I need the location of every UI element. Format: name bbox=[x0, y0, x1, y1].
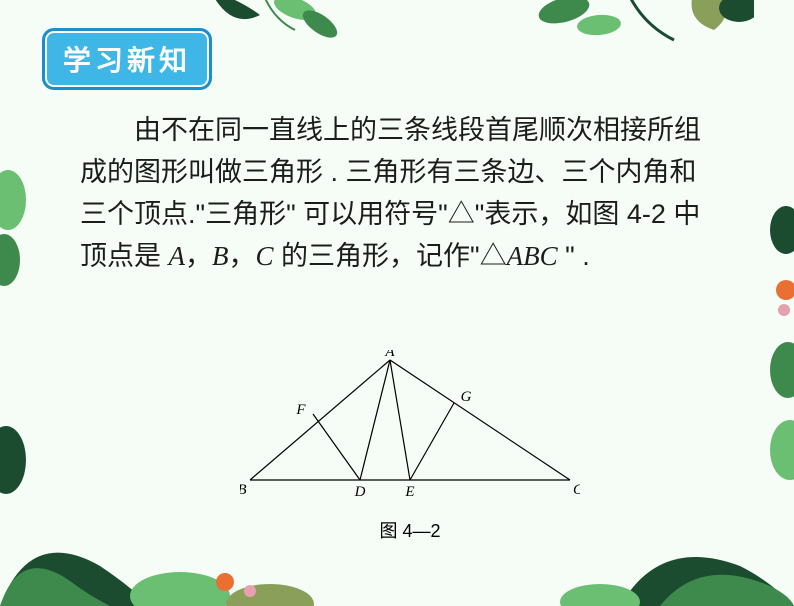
deco-leaves-right bbox=[744, 200, 794, 500]
para-seg3: ， bbox=[229, 241, 256, 271]
svg-text:A: A bbox=[384, 350, 395, 360]
para-seg2: ， bbox=[185, 241, 212, 271]
deco-leaves-top-left bbox=[200, 0, 340, 70]
symbol-ABC: ABC bbox=[507, 241, 558, 271]
symbol-C: C bbox=[256, 241, 274, 271]
triangle-diagram-svg: A B C D E F G bbox=[240, 350, 580, 510]
symbol-B: B bbox=[212, 241, 229, 271]
para-seg4: 的三角形，记作"△ bbox=[274, 241, 507, 271]
para-seg5: " . bbox=[558, 241, 590, 271]
deco-leaves-top-right bbox=[534, 0, 754, 70]
triangle-figure: A B C D E F G 图 4—2 bbox=[240, 350, 580, 543]
figure-caption: 图 4—2 bbox=[240, 517, 580, 543]
svg-text:B: B bbox=[240, 482, 247, 498]
svg-text:D: D bbox=[354, 484, 366, 500]
svg-text:E: E bbox=[404, 484, 414, 500]
svg-text:F: F bbox=[295, 402, 306, 418]
definition-paragraph: 由不在同一直线上的三条线段首尾顺次相接所组成的图形叫做三角形 . 三角形有三条边… bbox=[80, 110, 720, 277]
svg-text:C: C bbox=[573, 482, 580, 498]
svg-text:G: G bbox=[461, 389, 472, 405]
section-badge: 学习新知 bbox=[42, 28, 212, 90]
symbol-A: A bbox=[169, 241, 186, 271]
para-part-1 bbox=[80, 115, 134, 145]
